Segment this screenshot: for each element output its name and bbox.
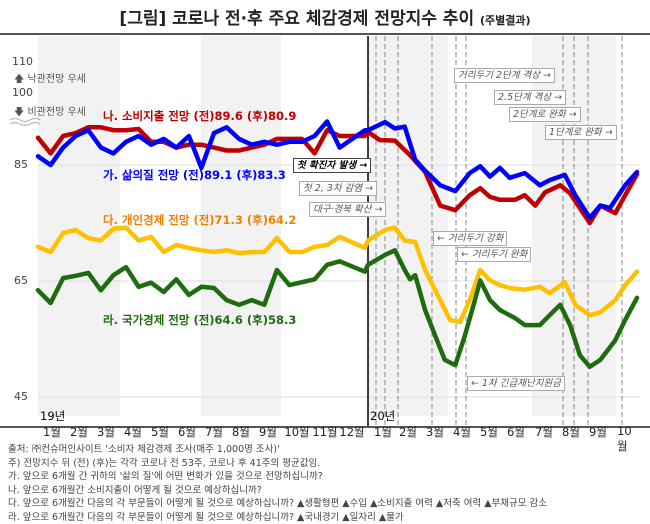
- footnote: 주) 전망지수 뒤 (전) (후)는 각각 코로나 전 53주, 코로나 후 4…: [8, 457, 321, 469]
- band: [201, 36, 281, 416]
- chart-title: [그림] 코로나 전·후 주요 체감경제 전망지수 추이 (주별결과): [119, 9, 531, 29]
- arrow-up-icon: 🡅: [14, 74, 25, 85]
- x-tick-month: 3월: [426, 425, 444, 439]
- y-tick-100: 100: [12, 86, 33, 99]
- footnote: 출처: ㈜컨슈머인사이트 '소비자 체감경제 조사(매주 1,000명 조사)': [8, 444, 280, 455]
- year-label-2020: 20년: [370, 409, 396, 423]
- series-label-ra: 라. 국가경제 전망 (전)64.6 (후)58.3: [103, 313, 297, 327]
- y-tick-45: 45: [14, 390, 28, 403]
- x-tick-month: 7월: [205, 425, 223, 439]
- series-line-ga: [35, 119, 640, 221]
- series-label-ga: 가. 삶의질 전망 (전)89.1 (후)83.3: [103, 168, 286, 182]
- x-tick-month: 10월: [617, 424, 632, 453]
- pessimism-note: 🡇 비관전망 우세: [14, 107, 86, 118]
- series-label-da: 다. 개인경제 전망 (전)71.3 (후)64.2: [103, 213, 297, 227]
- footnote: 라. 앞으로 6개월간 다음의 각 부문들이 어떻게 될 것으로 예상하십니까?…: [8, 511, 404, 523]
- x-tick-month: 9월: [259, 425, 277, 439]
- annotation-relief-fund: ← 1차 긴급재난지원금: [467, 376, 565, 391]
- footnote: 가. 앞으로 6개월 간 귀하의 '삶의 질'에 어떤 변화가 있을 것으로 전…: [8, 471, 323, 482]
- series-line-da: [35, 225, 640, 325]
- annotation-level25-up: 2.5단계 격상 →: [494, 90, 567, 105]
- optimism-note: 🡅 낙관전망 우세: [14, 74, 86, 85]
- band: [38, 36, 120, 416]
- x-tick-month: 4월: [453, 425, 471, 439]
- arrow-down-icon: 🡇: [14, 107, 25, 118]
- footnote: 다. 앞으로 6개월간 다음의 각 부문들이 어떻게 될 것으로 예상하십니까?…: [8, 498, 547, 509]
- x-tick-month: 8월: [232, 425, 250, 439]
- annotation-distancing-strong: ← 거리두기 강화: [433, 231, 508, 246]
- annotation-distancing-relax: ← 거리두기 완화: [457, 247, 532, 262]
- x-tick-month: 12월: [339, 425, 365, 439]
- x-tick-month: 2월: [399, 425, 417, 439]
- x-tick-month: 1월: [374, 425, 392, 439]
- annotation-first-case: 첫 확진자 발생 →: [293, 158, 372, 173]
- band: [368, 36, 448, 416]
- annotation-level2-down: 2단계로 완화 →: [509, 107, 581, 122]
- x-tick-month: 1월: [43, 425, 61, 439]
- x-tick-month: 4월: [124, 425, 142, 439]
- x-tick-month: 5월: [480, 425, 498, 439]
- x-tick-month: 8월: [562, 425, 580, 439]
- x-tick-month: 11월: [312, 425, 338, 439]
- annotation-level2-up: 거리두기 2단계 격상 →: [454, 68, 555, 83]
- year-label-2019: 19년: [40, 409, 66, 423]
- series-line-ra: [35, 248, 640, 370]
- footnote: 나. 앞으로 6개월간 소비지출이 어떻게 될 것으로 예상하십니까?: [8, 484, 262, 496]
- annotation-daegu: 대구·경북 확산 →: [309, 202, 387, 217]
- y-tick-110: 110: [12, 55, 33, 68]
- x-tick-month: 2월: [70, 425, 88, 439]
- x-tick-month: 6월: [507, 425, 525, 439]
- annotation-level1-down: 1단계로 완화 →: [545, 125, 617, 140]
- x-tick-month: 6월: [178, 425, 196, 439]
- axis-break-icon: [9, 118, 41, 126]
- series-label-na: 나. 소비지출 전망 (전)89.6 (후)80.9: [103, 109, 297, 123]
- x-tick-month: 3월: [97, 425, 115, 439]
- x-tick-month: 7월: [535, 425, 553, 439]
- y-tick-65: 65: [14, 274, 28, 287]
- y-tick-85: 85: [14, 158, 28, 171]
- x-tick-month: 9월: [589, 425, 607, 439]
- x-tick-month: 10월: [284, 425, 310, 439]
- annotation-infection: 첫 2, 3차 감염 →: [299, 181, 378, 196]
- x-tick-month: 5월: [151, 425, 169, 439]
